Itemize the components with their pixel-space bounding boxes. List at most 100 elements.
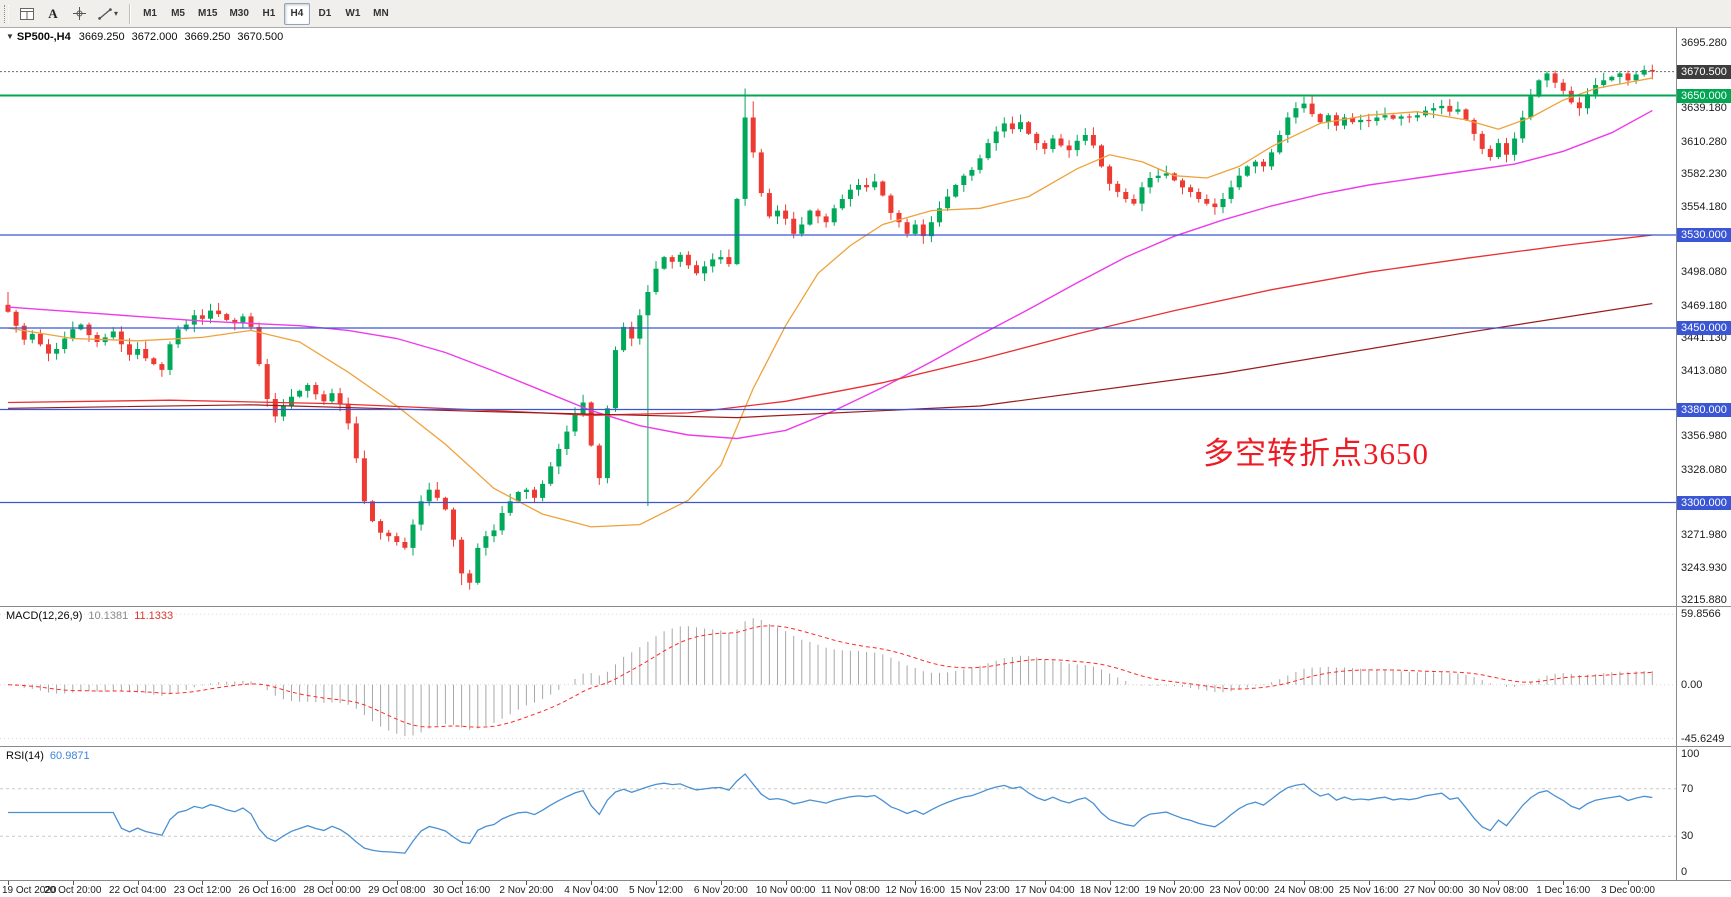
price-level-box: 3650.000: [1677, 88, 1731, 103]
time-label: 23 Nov 00:00: [1209, 885, 1269, 896]
time-label: 12 Nov 16:00: [885, 885, 945, 896]
time-tick: [1563, 881, 1565, 885]
timeframe-w1-button[interactable]: W1: [340, 3, 366, 25]
time-tick: [1304, 881, 1305, 885]
time-label: 4 Nov 04:00: [564, 885, 619, 896]
macd-panel: MACD(12,26,9) 10.1381 11.1333 59.8566 0.00 -…: [0, 606, 1731, 746]
price-axis-label: 3582.230: [1681, 168, 1727, 181]
time-label: 5 Nov 12:00: [629, 885, 683, 896]
time-label: 27 Nov 00:00: [1403, 885, 1464, 896]
main-chart-canvas[interactable]: [0, 28, 1676, 606]
crosshair-button[interactable]: [67, 3, 91, 25]
timeframe-m5-button[interactable]: M5: [165, 3, 191, 25]
time-label: 19 Nov 20:00: [1144, 885, 1205, 896]
rsi-axis-label: 30: [1681, 830, 1694, 843]
time-scale[interactable]: 19 Oct 2020 20 Oct 20:00 22 Oct 04:00 23 Oc…: [0, 880, 1731, 897]
ma-slowest-darkred: [7, 303, 1653, 419]
macd-name: MACD(12,26,9): [6, 610, 83, 622]
price-axis-label: 3695.280: [1681, 36, 1727, 49]
price-level-box: 3380.000: [1677, 402, 1731, 417]
toolbar-separator: [129, 3, 132, 24]
chart-title: ▼ SP500-,H4 3669.250 3672.000 3669.250 3670.5…: [6, 31, 290, 43]
time-label: 18 Nov 12:00: [1079, 885, 1140, 896]
time-tick: [1239, 881, 1241, 885]
price-axis-label: 3441.130: [1681, 332, 1727, 345]
tile-windows-button[interactable]: [15, 3, 39, 25]
time-tick: [396, 881, 398, 885]
chart-symbol-label: SP500-,H4: [16, 31, 71, 43]
rsi-panel: RSI(14) 60.9871 100 70 30 0: [0, 746, 1731, 880]
time-label: 25 Nov 16:00: [1339, 885, 1399, 896]
panel-resize-handle[interactable]: [0, 744, 1731, 749]
time-tick: [1498, 881, 1500, 885]
toolbar-grip[interactable]: [4, 4, 9, 23]
rsi-scale[interactable]: 100 70 30 0: [1676, 747, 1731, 880]
rsi-label: RSI(14) 60.9871: [6, 750, 96, 762]
price-axis-label: 3610.280: [1681, 135, 1727, 148]
timeframe-m30-button[interactable]: M30: [224, 3, 253, 25]
macd-value-signal: 11.1333: [134, 610, 174, 622]
line-tools-dropdown[interactable]: ▾: [93, 3, 123, 25]
price-axis-label: 3243.930: [1681, 561, 1727, 574]
time-label: 24 Nov 08:00: [1274, 885, 1334, 896]
price-axis-label: 3639.180: [1681, 102, 1727, 114]
time-tick: [526, 881, 528, 885]
time-tick: [332, 881, 333, 885]
time-label: 19 Oct 2020: [2, 885, 57, 896]
macd-axis-label: -45.6249: [1681, 732, 1725, 745]
ma-medium-magenta: [7, 109, 1653, 440]
time-label: 2 Nov 20:00: [499, 885, 554, 896]
macd-histogram: [15, 618, 1653, 736]
text-tool-button[interactable]: A: [41, 3, 65, 25]
macd-scale[interactable]: 59.8566 0.00 -45.6249: [1676, 607, 1731, 746]
timeframe-d1-button[interactable]: D1: [312, 3, 338, 25]
time-label: 17 Nov 04:00: [1015, 885, 1075, 896]
macd-canvas[interactable]: [0, 607, 1676, 746]
time-label: 30 Nov 08:00: [1468, 885, 1529, 896]
time-tick: [915, 881, 917, 885]
ohlc-high: 3672.000: [131, 31, 178, 43]
time-tick: [137, 881, 139, 885]
time-label: 3 Dec 00:00: [1601, 885, 1655, 896]
timeframe-group: M1 M5 M15 M30 H1 H4 D1 W1 MN: [136, 2, 395, 25]
time-label: 15 Nov 23:00: [950, 885, 1010, 896]
price-level-box: 3300.000: [1677, 495, 1731, 510]
price-level-box: 3450.000: [1677, 321, 1731, 335]
panel-resize-handle[interactable]: [0, 604, 1731, 609]
time-tick: [1628, 881, 1629, 885]
time-tick: [591, 881, 593, 885]
time-label: 23 Oct 12:00: [173, 885, 232, 896]
ohlc-low: 3669.250: [184, 31, 231, 43]
rsi-axis-label: 70: [1681, 782, 1694, 795]
timeframe-mn-button[interactable]: MN: [368, 3, 394, 25]
timeframe-h4-button[interactable]: H4: [283, 2, 310, 25]
chevron-down-icon: ▾: [114, 9, 119, 18]
rsi-canvas[interactable]: [0, 747, 1676, 880]
macd-value-main: 10.1381: [88, 610, 129, 622]
price-level-box: 3670.500: [1677, 64, 1731, 79]
time-tick: [720, 881, 722, 885]
trendline-icon: [98, 7, 112, 20]
ma-slow-red: [7, 234, 1653, 416]
price-axis-label: 3215.880: [1681, 594, 1727, 606]
time-tick: [785, 881, 787, 885]
price-axis-label: 3413.080: [1681, 365, 1727, 377]
macd-label: MACD(12,26,9) 10.1381 11.1333: [6, 610, 179, 622]
time-label: 29 Oct 08:00: [368, 885, 426, 896]
time-tick: [1174, 881, 1176, 885]
time-tick: [850, 881, 852, 885]
rsi-axis-label: 0: [1681, 866, 1688, 878]
chart-annotation-text[interactable]: 多空转折点3650: [1203, 436, 1429, 471]
timeframe-m1-button[interactable]: M1: [137, 3, 163, 25]
timeframe-m15-button[interactable]: M15: [193, 3, 222, 25]
time-label: 1 Dec 16:00: [1536, 885, 1591, 896]
time-label: 30 Oct 16:00: [432, 885, 491, 896]
price-scale[interactable]: 3695.280 3639.180 3610.280 3582.230 3554.180…: [1676, 28, 1731, 606]
ohlc-close: 3670.500: [237, 31, 284, 43]
time-label: 22 Oct 04:00: [108, 885, 167, 896]
main-chart-panel: ▼ SP500-,H4 3669.250 3672.000 3669.250 3670.5…: [0, 28, 1731, 606]
rsi-value: 60.9871: [49, 750, 90, 762]
timeframe-h1-button[interactable]: H1: [256, 3, 282, 25]
time-tick: [202, 881, 204, 885]
